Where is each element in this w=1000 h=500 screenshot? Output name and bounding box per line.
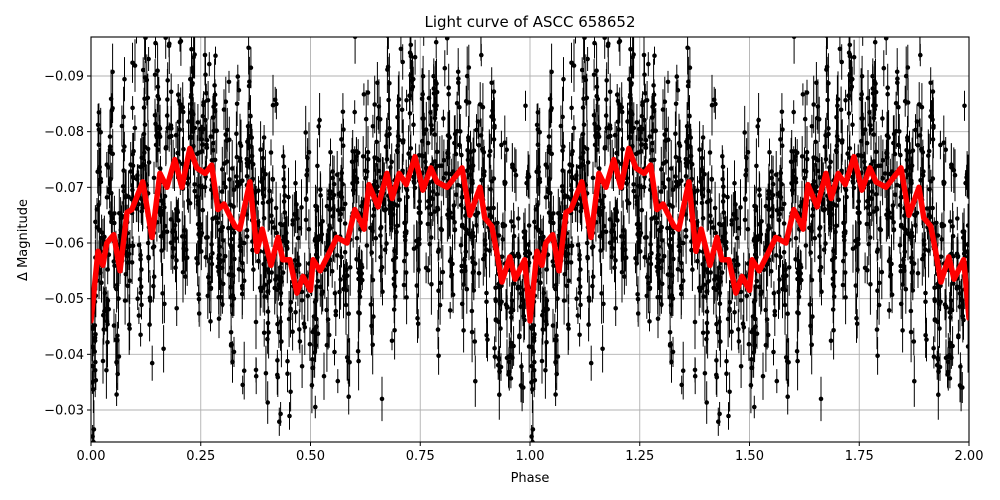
y-axis-label: Δ Magnitude [16, 199, 31, 281]
y-axis-ticks: −0.09 −0.08 −0.07 −0.06 −0.05 −0.04 −0.03 [44, 70, 91, 419]
x-tick-label: 1.00 [516, 449, 545, 464]
y-tick-label: −0.09 [44, 70, 84, 85]
x-tick-label: 0.50 [296, 449, 325, 464]
x-tick-label: 0.25 [186, 449, 215, 464]
x-tick-label: 0.75 [406, 449, 435, 464]
model-curve [91, 145, 969, 324]
y-tick-label: −0.05 [44, 292, 84, 307]
x-tick-label: 0.00 [77, 449, 106, 464]
y-tick-label: −0.07 [44, 181, 84, 196]
x-tick-label: 2.00 [955, 449, 984, 464]
y-tick-label: −0.04 [44, 348, 84, 363]
y-tick-label: −0.06 [44, 237, 84, 252]
x-tick-label: 1.75 [845, 449, 874, 464]
chart-title: Light curve of ASCC 658652 [425, 13, 636, 31]
model-curve-line [91, 145, 969, 324]
y-tick-label: −0.08 [44, 125, 84, 140]
observation-points [91, 37, 969, 442]
x-tick-label: 1.50 [735, 449, 764, 464]
x-axis-label: Phase [511, 471, 550, 486]
x-tick-label: 1.25 [625, 449, 654, 464]
y-tick-label: −0.03 [44, 404, 84, 419]
x-axis-ticks: 0.00 0.25 0.50 0.75 1.00 1.25 1.50 1.75 2.00 [77, 442, 984, 464]
